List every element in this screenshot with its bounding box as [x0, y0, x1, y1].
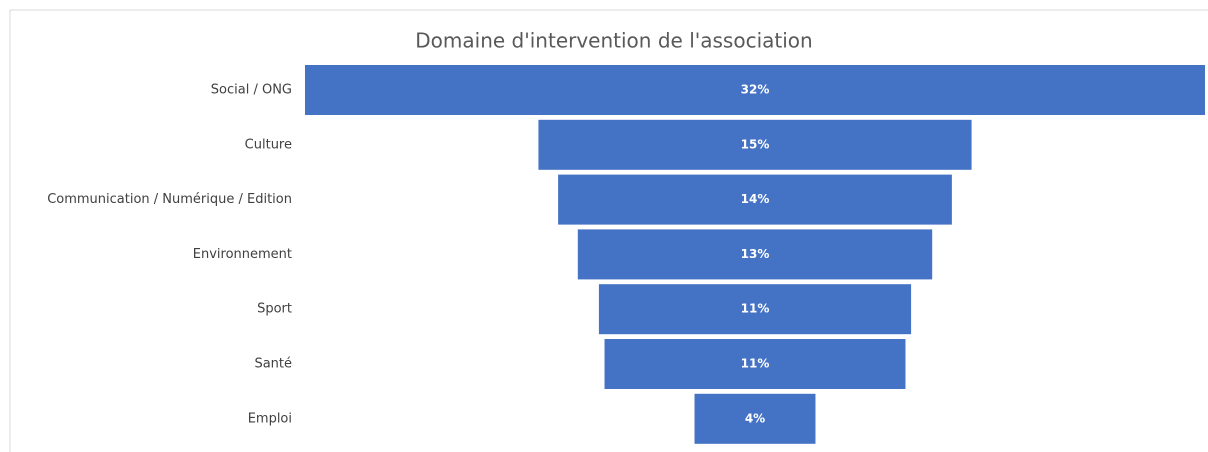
funnel-bar	[558, 174, 952, 225]
data-label: 13%	[741, 247, 770, 261]
category-label: Social / ONG	[211, 83, 292, 98]
data-label: 4%	[745, 411, 765, 425]
data-label: 14%	[741, 192, 770, 206]
funnel-bar	[694, 393, 816, 444]
funnel-bar	[305, 65, 1205, 115]
funnel-bar	[538, 119, 972, 170]
data-label: 15%	[741, 137, 770, 151]
data-label: 11%	[741, 357, 770, 371]
data-label: 32%	[741, 83, 770, 97]
chart-title: Domaine d'intervention de l'association	[415, 29, 812, 53]
category-label: Emploi	[248, 411, 292, 426]
category-label: Sport	[257, 302, 292, 317]
funnel-bar	[598, 284, 912, 335]
category-label: Santé	[254, 357, 292, 372]
funnel-bar	[604, 339, 906, 389]
funnel-bar	[577, 229, 933, 280]
category-label: Communication / Numérique / Edition	[47, 192, 292, 207]
data-label: 11%	[741, 302, 770, 316]
category-label: Environnement	[193, 247, 292, 262]
category-label: Culture	[245, 137, 292, 152]
